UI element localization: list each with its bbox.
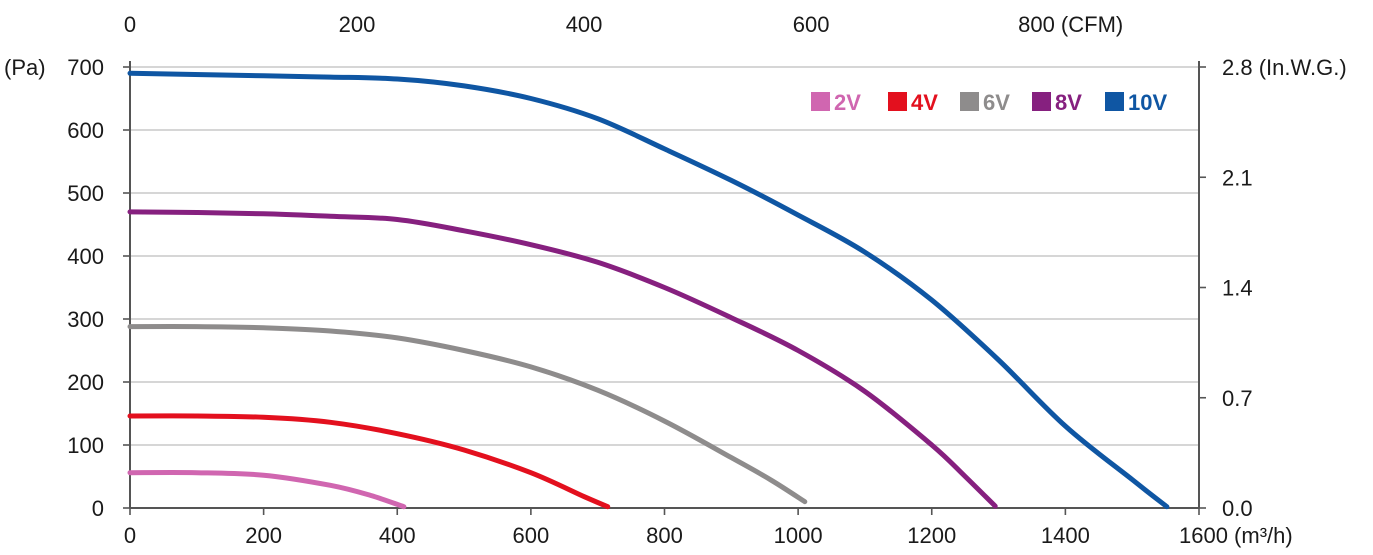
x-tick-label-0: 0: [124, 523, 136, 548]
x-top-tick-label-0: 0: [124, 12, 136, 37]
legend-swatch-4V: [888, 92, 907, 111]
tick-labels: 0 200 400 600 800 1000 1200 1400 1600 (m³/h)0 200…: [4, 12, 1347, 548]
x-tick-label-1400: 1400: [1041, 523, 1090, 548]
x-tick-label-800: 800: [646, 523, 683, 548]
legend-swatch-8V: [1032, 92, 1051, 111]
x-top-tick-label-400: 400: [566, 12, 603, 37]
series-curves: [127, 70, 1170, 510]
legend-label-8V: 8V: [1055, 90, 1082, 115]
y-left-tick-label-700: 700: [67, 55, 104, 80]
x-tick-label-400: 400: [379, 523, 416, 548]
legend-label-6V: 6V: [983, 90, 1010, 115]
legend-label-10V: 10V: [1128, 90, 1167, 115]
y-left-tick-label-400: 400: [67, 244, 104, 269]
y-left-tick-label-300: 300: [67, 307, 104, 332]
y-right-tick-label-1.4: 1.4: [1222, 276, 1253, 301]
y-right-tick-label-2.8: 2.8 (In.W.G.): [1222, 55, 1347, 80]
legend: 2V 4V 6V 8V 10V: [811, 90, 1167, 115]
series-line-2V: [127, 470, 407, 510]
y-left-tick-label-100: 100: [67, 433, 104, 458]
x-tick-label-200: 200: [245, 523, 282, 548]
legend-label-2V: 2V: [834, 90, 861, 115]
x-top-tick-label-200: 200: [339, 12, 376, 37]
x-tick-label-1000: 1000: [774, 523, 823, 548]
x-tick-label-1200: 1200: [907, 523, 956, 548]
y-left-tick-label-600: 600: [67, 118, 104, 143]
y-right-tick-label-2.1: 2.1: [1222, 165, 1253, 190]
y-right-tick-label-0.0: 0.0: [1222, 496, 1253, 521]
x-top-tick-label-800: 800 (CFM): [1018, 12, 1123, 37]
legend-label-4V: 4V: [911, 90, 938, 115]
series-line-10V: [127, 70, 1170, 510]
x-tick-label-1600: 1600 (m³/h): [1179, 523, 1293, 548]
series-line-6V: [127, 324, 808, 505]
axes: [123, 61, 1206, 515]
series-line-4V: [127, 413, 611, 510]
series-line-8V: [127, 209, 998, 509]
legend-swatch-10V: [1105, 92, 1124, 111]
y-left-tick-label-0: 0: [92, 496, 104, 521]
y-left-tick-label-500: 500: [67, 181, 104, 206]
x-tick-label-600: 600: [513, 523, 550, 548]
legend-swatch-6V: [960, 92, 979, 111]
y-right-tick-label-0.7: 0.7: [1222, 386, 1253, 411]
legend-swatch-2V: [811, 92, 830, 111]
x-top-tick-label-600: 600: [793, 12, 830, 37]
y-left-unit-label: (Pa): [4, 55, 46, 80]
gridlines: [130, 66, 1199, 446]
y-left-tick-label-200: 200: [67, 370, 104, 395]
